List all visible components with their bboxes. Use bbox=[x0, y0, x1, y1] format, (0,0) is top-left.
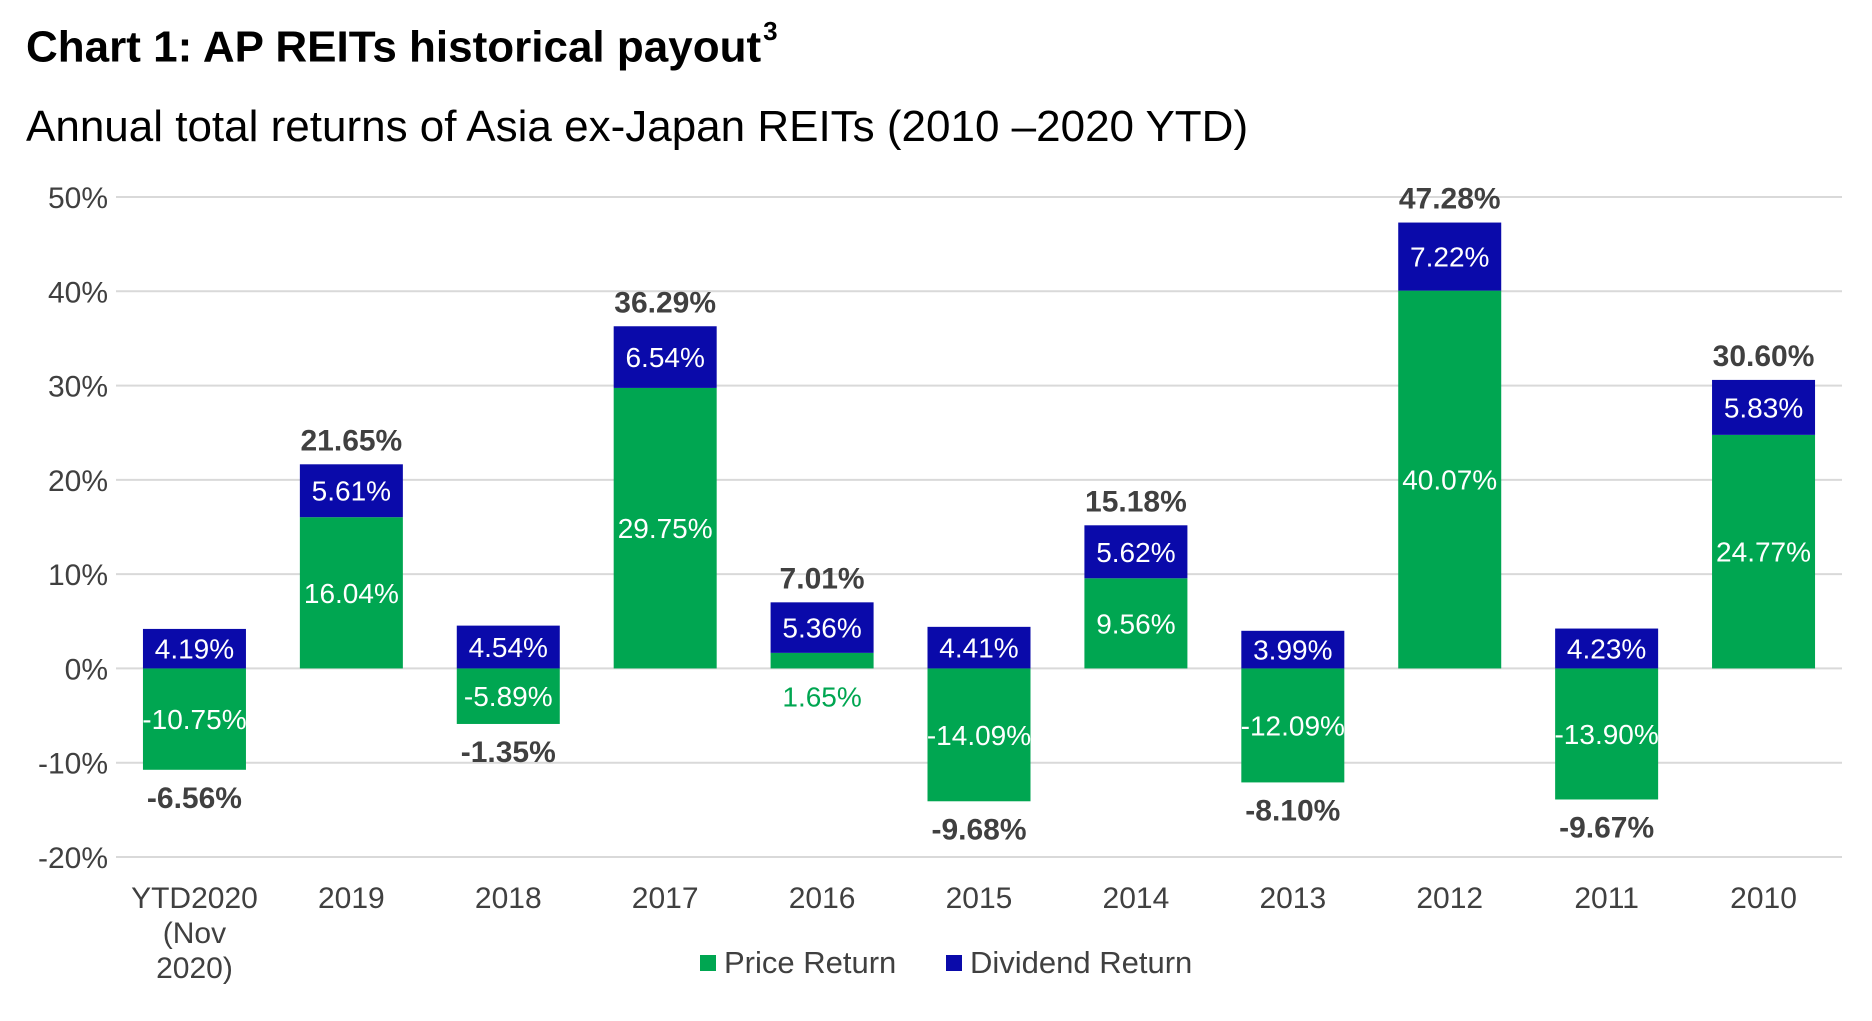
price-value-label: 9.56% bbox=[1096, 608, 1175, 639]
price-return-bar bbox=[1712, 434, 1816, 669]
dividend-value-label: 4.23% bbox=[1567, 633, 1646, 664]
legend-swatch-price bbox=[700, 955, 716, 971]
y-tick-label: 10% bbox=[48, 559, 108, 592]
price-value-label: -5.89% bbox=[464, 681, 553, 712]
dividend-return-bar bbox=[1241, 630, 1345, 669]
dividend-value-label: 5.61% bbox=[312, 476, 391, 507]
dividend-value-label: 6.54% bbox=[625, 342, 704, 373]
y-axis: 50% 40% 30% 20% 10% 0% -10% -20% bbox=[38, 182, 108, 875]
y-tick-label: -10% bbox=[38, 748, 108, 781]
dividend-return-bar bbox=[770, 602, 874, 653]
price-value-label: 24.77% bbox=[1716, 537, 1811, 568]
y-tick-label: -20% bbox=[38, 842, 108, 875]
price-return-bar bbox=[1398, 290, 1502, 669]
y-tick-label: 40% bbox=[48, 276, 108, 309]
x-tick-label: 2020) bbox=[156, 952, 233, 985]
y-tick-label: 30% bbox=[48, 371, 108, 404]
price-value-label: -14.09% bbox=[927, 720, 1031, 751]
total-return-label: 15.18% bbox=[1085, 485, 1187, 518]
price-return-bar bbox=[142, 668, 246, 770]
price-value-label: 16.04% bbox=[304, 578, 399, 609]
total-return-label: 7.01% bbox=[780, 562, 865, 595]
price-return-bar bbox=[770, 652, 874, 669]
dividend-value-label: 3.99% bbox=[1253, 635, 1332, 666]
dividend-return-bar bbox=[299, 464, 403, 518]
bar-labels: 4.19% -10.75% -6.56% 5.61% 16.04% 21.65% 4.54%… bbox=[142, 183, 1814, 847]
x-tick-label: 2018 bbox=[475, 882, 542, 915]
price-return-bar bbox=[1555, 668, 1659, 800]
dividend-return-bar bbox=[1555, 628, 1659, 669]
total-return-label: 36.29% bbox=[614, 286, 716, 319]
price-value-label: 1.65% bbox=[782, 681, 861, 712]
x-tick-label: 2010 bbox=[1730, 882, 1797, 915]
x-tick-label: 2015 bbox=[946, 882, 1013, 915]
price-return-bar bbox=[299, 517, 403, 669]
x-tick-label: 2014 bbox=[1103, 882, 1170, 915]
legend-swatch-dividend bbox=[946, 955, 962, 971]
total-return-label: -9.68% bbox=[931, 813, 1026, 846]
dividend-value-label: 4.54% bbox=[469, 632, 548, 663]
total-return-label: -1.35% bbox=[461, 736, 556, 769]
dividend-return-bar bbox=[142, 628, 246, 669]
legend-label-price: Price Return bbox=[724, 945, 896, 980]
total-return-label: -8.10% bbox=[1245, 794, 1340, 827]
total-return-label: 30.60% bbox=[1713, 340, 1815, 373]
x-tick-label: 2017 bbox=[632, 882, 699, 915]
legend-label-dividend: Dividend Return bbox=[970, 945, 1192, 980]
price-return-bar bbox=[456, 668, 560, 724]
price-value-label: 29.75% bbox=[618, 513, 713, 544]
total-return-label: -9.67% bbox=[1559, 811, 1654, 844]
bars bbox=[142, 222, 1816, 802]
price-return-bar bbox=[927, 668, 1031, 802]
dividend-return-bar bbox=[613, 326, 717, 388]
price-value-label: 40.07% bbox=[1402, 465, 1497, 496]
dividend-value-label: 7.22% bbox=[1410, 242, 1489, 273]
dividend-value-label: 5.62% bbox=[1096, 537, 1175, 568]
y-tick-label: 20% bbox=[48, 465, 108, 498]
x-tick-label: 2019 bbox=[318, 882, 385, 915]
x-tick-label: YTD2020 bbox=[131, 882, 258, 915]
x-tick-label: 2012 bbox=[1416, 882, 1483, 915]
footnote-marker: 3 bbox=[763, 16, 778, 46]
x-tick-label: 2016 bbox=[789, 882, 856, 915]
dividend-return-bar bbox=[1712, 379, 1816, 435]
price-return-bar bbox=[1084, 578, 1188, 669]
dividend-value-label: 5.83% bbox=[1724, 392, 1803, 423]
price-value-label: -10.75% bbox=[142, 704, 246, 735]
y-tick-label: 0% bbox=[65, 653, 108, 686]
price-value-label: -13.90% bbox=[1554, 719, 1658, 750]
price-return-bar bbox=[1241, 668, 1345, 783]
chart-title: Chart 1: AP REITs historical payout3 bbox=[26, 16, 778, 73]
legend: Price Return Dividend Return bbox=[700, 945, 1192, 980]
price-value-label: -12.09% bbox=[1241, 710, 1345, 741]
dividend-return-bar bbox=[1084, 525, 1188, 579]
dividend-value-label: 5.36% bbox=[782, 613, 861, 644]
total-return-label: 21.65% bbox=[300, 424, 402, 457]
total-return-label: 47.28% bbox=[1399, 183, 1501, 216]
price-return-bar bbox=[613, 387, 717, 669]
x-tick-label: 2011 bbox=[1574, 882, 1639, 915]
dividend-value-label: 4.19% bbox=[155, 634, 234, 665]
chart-title-text: Chart 1: AP REITs historical payout bbox=[26, 22, 762, 72]
chart-subtitle: Annual total returns of Asia ex-Japan RE… bbox=[26, 102, 1249, 151]
x-tick-label: (Nov bbox=[163, 917, 226, 950]
y-tick-label: 50% bbox=[48, 182, 108, 215]
total-return-label: -6.56% bbox=[147, 782, 242, 815]
dividend-return-bar bbox=[1398, 222, 1502, 291]
dividend-value-label: 4.41% bbox=[939, 633, 1018, 664]
x-tick-label: 2013 bbox=[1259, 882, 1326, 915]
dividend-return-bar bbox=[456, 625, 560, 669]
dividend-return-bar bbox=[927, 626, 1031, 669]
